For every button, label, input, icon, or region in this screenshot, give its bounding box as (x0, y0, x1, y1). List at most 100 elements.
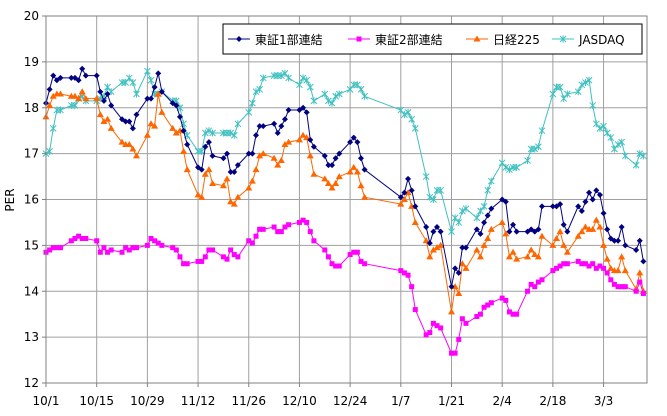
legend-item: JASDAQ (552, 33, 625, 47)
y-tick-label: 19 (24, 55, 39, 69)
series-1-point (122, 118, 129, 125)
series-3-point (549, 241, 557, 248)
series-3-point (198, 193, 206, 200)
series-1-point (147, 95, 154, 102)
series-3-point (527, 246, 535, 253)
series-1-point (412, 203, 419, 210)
series-3-point (552, 234, 560, 241)
series-2-point (434, 323, 440, 329)
series-3-point (437, 241, 445, 248)
series-1-point (205, 139, 212, 146)
series-2-point (148, 235, 154, 241)
series-1-point (549, 203, 556, 210)
series-4-point (506, 166, 513, 174)
series-2-point (575, 258, 581, 264)
series-2-point (126, 247, 132, 253)
series-1-point (564, 228, 571, 235)
series-2-point (220, 254, 226, 260)
series-3-point (306, 152, 314, 159)
series-1-point (231, 168, 238, 175)
series-3-point (194, 191, 202, 198)
series-3-point (56, 90, 64, 97)
series-1-point (397, 194, 404, 201)
series-2-point (119, 249, 125, 255)
series-2-point (333, 263, 339, 269)
series-2-point (561, 261, 567, 267)
series-3-point (256, 152, 264, 159)
series-1-point (462, 244, 469, 251)
series-2-point (514, 311, 520, 317)
series-3-point (614, 267, 622, 274)
y-axis-ticks: 12 13 14 15 16 17 18 19 20 (24, 9, 46, 390)
series-1-point (510, 221, 517, 228)
series-3-point (248, 177, 256, 184)
series-4-point (299, 74, 307, 82)
series-4-point (549, 90, 557, 98)
series-3-point (513, 255, 521, 262)
series-4-point (640, 152, 647, 160)
series-1-point (310, 143, 317, 150)
series-1-point (180, 127, 187, 134)
series-2-point (94, 238, 100, 244)
series-2-point (354, 249, 360, 255)
series-1-point (321, 152, 328, 159)
series-3-point (245, 184, 253, 191)
series-2-point (528, 281, 534, 287)
series-2-point (532, 284, 538, 290)
series-3-point (426, 253, 434, 260)
series-1-point (108, 102, 115, 109)
series-2-point (260, 226, 266, 232)
series-4-point (556, 83, 564, 91)
series-1-point (430, 228, 437, 235)
x-tick-label: 11/26 (231, 394, 266, 408)
series-3-point (353, 168, 361, 175)
series-3-point (75, 95, 83, 102)
series-4-point (473, 214, 481, 222)
series-1-point (502, 198, 509, 205)
series-2-point (206, 247, 212, 253)
series-2-point (427, 330, 433, 336)
series-3-point (183, 166, 191, 173)
series-4-point (455, 218, 463, 226)
series-2-point (184, 261, 190, 267)
series-4-point (205, 127, 213, 135)
series-3-point (299, 131, 307, 138)
series-4-point (596, 124, 604, 132)
series-1-point (303, 109, 310, 116)
series-4-point (332, 92, 339, 100)
series-1-point (151, 84, 158, 91)
series-3-point (107, 124, 115, 131)
series-2-point (68, 238, 74, 244)
series-2-point (76, 233, 82, 239)
series-2-point (282, 224, 288, 230)
series-4-point (531, 145, 539, 153)
series-4-point (462, 205, 470, 213)
x-tick-label: 10/1 (33, 394, 60, 408)
series-4-point (310, 97, 318, 105)
series-3-point (71, 92, 79, 99)
series-1-point (593, 187, 600, 194)
series-1-point (361, 166, 368, 173)
series-2-point (481, 304, 487, 310)
series-3-point (295, 136, 303, 143)
series-1-point (636, 237, 643, 244)
series-3-point (350, 163, 358, 170)
series-1-point (488, 205, 495, 212)
series-4-point (335, 90, 343, 98)
series-3-point (636, 269, 644, 276)
series-3-point (447, 308, 455, 315)
series-4-point (574, 88, 582, 96)
series-1-point (423, 224, 430, 231)
series-2-point (448, 350, 454, 356)
series-2-point (300, 217, 306, 223)
series-3-point (484, 234, 492, 241)
y-tick-label: 14 (24, 284, 39, 298)
series-3-point (357, 182, 365, 189)
series-4-point (589, 101, 597, 109)
series-1-point (224, 150, 231, 157)
series-3-point (455, 290, 463, 297)
series-2-point (412, 307, 418, 313)
series-2-point (611, 281, 617, 287)
series-3-point (429, 246, 437, 253)
series-2-point (640, 291, 646, 297)
